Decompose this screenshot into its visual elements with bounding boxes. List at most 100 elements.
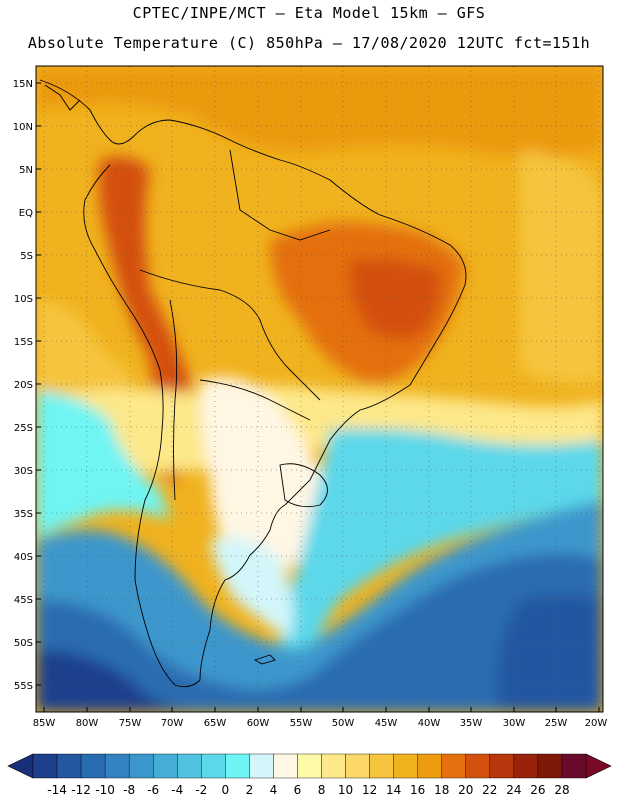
colorbar-box <box>321 753 346 779</box>
colorbar-box <box>56 753 82 779</box>
colorbar-box <box>465 753 491 779</box>
field-pacific-cyan <box>36 390 170 540</box>
colorbar-low-arrow <box>7 753 34 779</box>
colorbar-box <box>201 753 226 779</box>
coastline-south-america <box>39 79 467 688</box>
field-cold-intrusion <box>200 377 323 583</box>
border-venezuela-brazil <box>229 149 331 241</box>
lon-label: 30W <box>503 718 526 729</box>
field-warm-north <box>36 66 603 158</box>
field-southern-coldest-west <box>36 650 200 712</box>
colorbar-label: 24 <box>506 783 521 797</box>
colorbar-box <box>153 753 178 779</box>
colorbar-box <box>177 753 202 779</box>
lat-label: 10S <box>14 294 33 305</box>
colorbar-box <box>513 753 539 779</box>
coastline-falklands <box>253 654 276 665</box>
colorbar-box <box>393 753 418 779</box>
lat-label: 20S <box>14 380 33 391</box>
field-atlantic-warm <box>520 150 603 384</box>
lat-label: 35S <box>14 509 33 520</box>
lat-label: EQ <box>19 208 33 219</box>
lat-label: 15N <box>13 79 33 90</box>
colorbar: -14 -12 -10 -8 -6 -4 -2 0 2 4 6 8 10 12 14 16 18 20 22 24 26… <box>7 753 612 797</box>
lon-label: 55W <box>290 718 313 729</box>
colorbar-label: 28 <box>554 783 569 797</box>
colorbar-label: 14 <box>386 783 401 797</box>
lat-label: 55S <box>14 681 33 692</box>
colorbar-label: 10 <box>338 783 353 797</box>
coastline-uruguay <box>279 463 328 508</box>
colorbar-label: 20 <box>458 783 473 797</box>
longitude-labels: 85W 80W 75W 70W 65W 60W 55W 50W 45W 40W … <box>33 718 608 729</box>
colorbar-box <box>225 753 250 779</box>
colorbar-box <box>441 753 466 779</box>
temperature-field <box>36 66 603 712</box>
title-model: CPTEC/INPE/MCT – Eta Model 15km – GFS <box>132 4 486 22</box>
colorbar-high-arrow <box>585 753 612 779</box>
lon-label: 80W <box>76 718 99 729</box>
field-southern-cold <box>36 553 603 712</box>
lon-label: 65W <box>204 718 227 729</box>
colorbar-label: -8 <box>123 783 135 797</box>
colorbar-box <box>104 753 130 779</box>
border-argentina-paraguay <box>199 379 311 421</box>
lon-label: 40W <box>418 718 441 729</box>
lat-label: 5N <box>19 165 33 176</box>
colorbar-label: -12 <box>71 783 91 797</box>
colorbar-box <box>32 753 58 779</box>
lat-label: 5S <box>20 251 33 262</box>
lon-label: 75W <box>119 718 142 729</box>
colorbar-label: 26 <box>530 783 545 797</box>
lat-label: 50S <box>14 638 33 649</box>
colorbar-label: 22 <box>482 783 497 797</box>
map-frame <box>35 65 604 713</box>
colorbar-box <box>417 753 442 779</box>
colorbar-box <box>537 753 563 779</box>
colorbar-box <box>297 753 322 779</box>
colorbar-label: 4 <box>270 783 278 797</box>
colorbar-box <box>249 753 274 779</box>
colorbar-label: 12 <box>362 783 377 797</box>
colorbar-labels: -14 -12 -10 -8 -6 -4 -2 0 2 4 6 8 10 12 14 16 18 20 22 24 26… <box>47 783 569 797</box>
border-chile-argentina <box>169 299 178 501</box>
lat-label: 10N <box>13 122 33 133</box>
coastline-central-america <box>44 84 81 111</box>
field-atlantic-cyan <box>270 428 603 700</box>
axis-ticks <box>36 82 600 712</box>
title-field: Absolute Temperature (C) 850hPa – 17/08/… <box>27 34 591 52</box>
lon-label: 85W <box>33 718 56 729</box>
lon-label: 70W <box>161 718 184 729</box>
colorbar-box <box>489 753 515 779</box>
colorbar-label: 16 <box>410 783 425 797</box>
border-peru-bolivia-brazil <box>139 269 321 401</box>
lon-label: 25W <box>545 718 568 729</box>
colorbar-label: 2 <box>246 783 254 797</box>
lat-label: 25S <box>14 423 33 434</box>
lat-label: 15S <box>14 337 33 348</box>
lon-label: 60W <box>247 718 270 729</box>
colorbar-label: -2 <box>195 783 207 797</box>
colorbar-label: 8 <box>318 783 326 797</box>
lon-label: 20W <box>585 718 608 729</box>
colorbar-label: -6 <box>147 783 159 797</box>
colorbar-label: -4 <box>171 783 183 797</box>
colorbar-box <box>128 753 154 779</box>
colorbar-box <box>345 753 370 779</box>
field-brazil-hottest <box>349 258 441 339</box>
colorbar-boxes <box>32 753 587 779</box>
lat-label: 30S <box>14 466 33 477</box>
colorbar-box <box>561 753 587 779</box>
lat-label: 45S <box>14 595 33 606</box>
field-patagonia-light <box>210 537 294 640</box>
lon-label: 45W <box>375 718 398 729</box>
lat-label: 40S <box>14 552 33 563</box>
colorbar-label: 18 <box>434 783 449 797</box>
colorbar-box <box>273 753 298 779</box>
colorbar-box <box>80 753 106 779</box>
coastlines <box>39 79 467 688</box>
colorbar-label: 0 <box>222 783 230 797</box>
lon-label: 35W <box>460 718 483 729</box>
latitude-labels: 15N 10N 5N EQ 5S 10S 15S 20S 25S 30S 35S… <box>13 79 33 692</box>
